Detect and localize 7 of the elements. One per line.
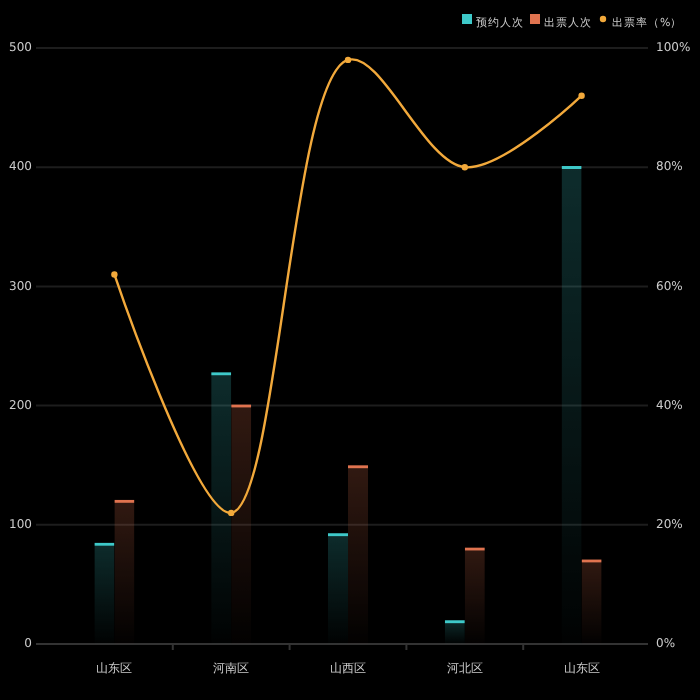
point: [228, 509, 235, 517]
bar: [444, 620, 465, 644]
line-series: [111, 56, 585, 517]
point: [111, 271, 118, 278]
point: [344, 56, 352, 64]
point: [578, 92, 585, 99]
point: [461, 164, 468, 171]
